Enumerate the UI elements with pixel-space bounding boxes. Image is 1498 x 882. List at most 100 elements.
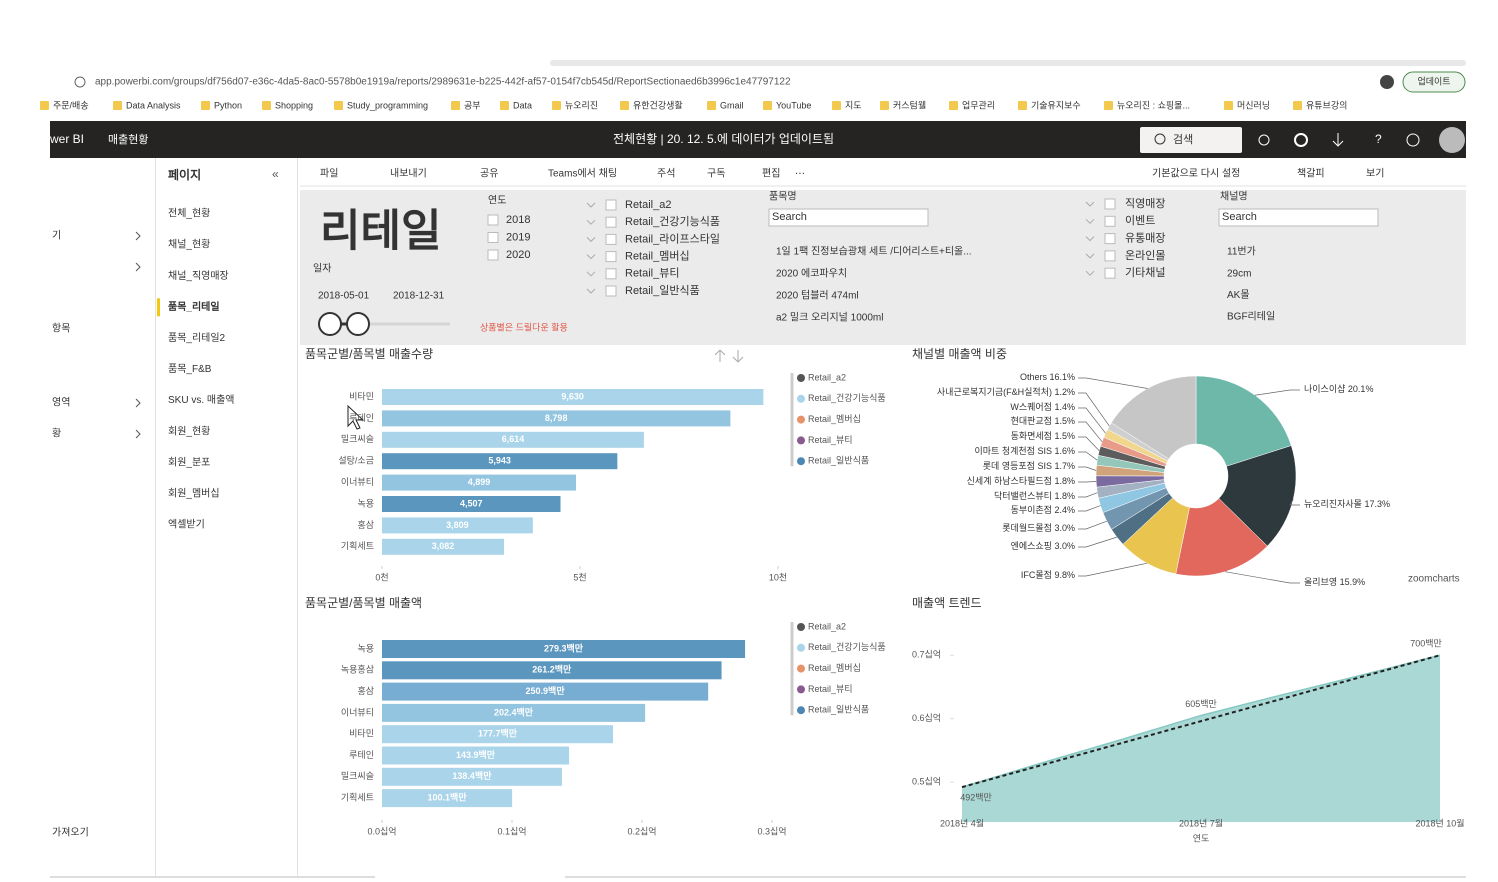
toolbar-button[interactable]: 편집 xyxy=(762,168,780,180)
notification-icon[interactable] xyxy=(1258,134,1270,146)
bookmark[interactable]: YouTube xyxy=(776,100,811,110)
value-label: 9,630 xyxy=(561,391,584,401)
visual-header-icons[interactable] xyxy=(714,349,744,363)
checkbox xyxy=(605,251,617,263)
page-item[interactable]: 엑셀받기 xyxy=(168,519,205,531)
slice-value: 1.5% xyxy=(1054,416,1075,426)
update-button[interactable] xyxy=(1402,71,1466,93)
filter-option: Retail_멤버십 xyxy=(625,250,690,263)
filter-label: 연도 xyxy=(488,195,506,207)
toolbar-button[interactable]: 공유 xyxy=(480,168,498,180)
profile-icon[interactable] xyxy=(1380,75,1394,89)
toolbar-button[interactable]: 책갈피 xyxy=(1297,167,1325,180)
search-box[interactable] xyxy=(1140,127,1242,153)
toolbar-button[interactable]: 파일 xyxy=(320,168,338,180)
toolbar-button[interactable]: 주석 xyxy=(657,168,675,180)
bookmark[interactable]: 뉴오리진 xyxy=(565,100,598,110)
help-icon[interactable]: ? xyxy=(1375,132,1382,146)
legend-label: Retail_뷰티 xyxy=(808,435,853,445)
date-to: 2018-12-31 xyxy=(393,291,445,302)
legend-label: Retail_일반식품 xyxy=(808,705,869,715)
settings-icon[interactable] xyxy=(1294,133,1308,147)
bookmark[interactable]: 유튜브강의 xyxy=(1306,100,1347,110)
toolbar-button[interactable]: Teams에서 채팅 xyxy=(548,168,617,180)
product-search-box[interactable] xyxy=(768,208,929,227)
area-line xyxy=(961,654,1441,788)
legend-swatch xyxy=(797,623,805,631)
bookmark[interactable]: 머신러닝 xyxy=(1237,100,1270,110)
page-item[interactable]: 회원_현황 xyxy=(168,425,210,437)
toolbar-button[interactable]: 내보내기 xyxy=(390,168,427,180)
page-item[interactable]: 품목_F&B xyxy=(168,363,212,375)
bookmark[interactable]: Study_programming xyxy=(347,100,428,110)
bookmark[interactable]: 공부 xyxy=(464,100,481,110)
bookmark-icon xyxy=(262,101,271,110)
bookmark-icon xyxy=(763,101,772,110)
download-icon[interactable] xyxy=(1332,133,1344,147)
label-connector xyxy=(1078,536,1117,548)
label-connector xyxy=(1289,498,1300,506)
expand-chevron xyxy=(1085,218,1095,225)
pages-title: 페이지 xyxy=(168,167,201,182)
filter-option: 유통매장 xyxy=(1125,232,1165,245)
toolbar-button[interactable]: ⋯ xyxy=(795,169,805,180)
category-label: 비타민 xyxy=(349,391,374,401)
checkbox xyxy=(1104,233,1116,245)
slice-label: 이마트 청계천점 SIS 1.6% xyxy=(975,445,1076,456)
channel-search-box[interactable] xyxy=(1218,208,1379,227)
bookmark[interactable]: 지도 xyxy=(845,100,862,110)
feedback-icon[interactable] xyxy=(1406,133,1420,147)
bookmark-icon xyxy=(334,101,343,110)
filter-option: Retail_a2 xyxy=(625,199,671,211)
date-slider-handle[interactable] xyxy=(346,312,370,336)
bar xyxy=(382,682,709,701)
avatar[interactable] xyxy=(1439,127,1465,153)
bar xyxy=(382,453,618,470)
page-item[interactable]: 채널_현황 xyxy=(168,239,210,251)
slice-name: 사내근로복지기금(F&H실적처) xyxy=(937,386,1052,397)
page-item[interactable]: 품목_리테일 xyxy=(168,300,220,313)
bookmark[interactable]: 업무관리 xyxy=(962,100,995,110)
bookmark-icon xyxy=(949,101,958,110)
label-connector xyxy=(1078,377,1148,389)
checkbox xyxy=(1104,198,1116,210)
checkbox xyxy=(1104,267,1116,279)
y-tick-label: 0.5십억 xyxy=(912,775,941,786)
page-item[interactable]: SKU vs. 매출액 xyxy=(168,394,235,406)
bookmark[interactable]: 커스텀웰 xyxy=(893,99,926,110)
bookmark[interactable]: Data Analysis xyxy=(126,100,181,110)
checkbox xyxy=(487,249,499,261)
value-label: 8,798 xyxy=(545,413,568,423)
slice-name: IFC몰점 xyxy=(1021,569,1052,580)
chart-title: 매출액 트렌드 xyxy=(912,596,982,610)
expand-chevron xyxy=(586,219,596,225)
bar xyxy=(382,661,722,680)
page-item[interactable]: 채널_직영매장 xyxy=(168,270,229,282)
toolbar-button[interactable]: 구독 xyxy=(707,168,725,180)
toolbar-button[interactable]: 기본값으로 다시 설정 xyxy=(1152,168,1240,180)
slice-value: 1.7% xyxy=(1054,461,1075,471)
bookmark[interactable]: 유한건강생활 xyxy=(633,99,683,110)
search-placeholder: 검색 xyxy=(1173,133,1193,146)
brand: wer BI xyxy=(49,132,84,146)
page-item[interactable]: 전체_현황 xyxy=(168,208,210,220)
bookmark[interactable]: Data xyxy=(513,100,532,110)
bookmark[interactable]: Shopping xyxy=(275,100,313,110)
expand-chevron xyxy=(1085,236,1095,242)
page-item[interactable]: 회원_분포 xyxy=(168,456,210,468)
page-item[interactable]: 품목_리테일2 xyxy=(168,332,226,344)
slice-label: 사내근로복지기금(F&H실적처) 1.2% xyxy=(937,386,1075,397)
filter-option: 2019 xyxy=(506,231,530,243)
page-item[interactable]: 회원_멤버십 xyxy=(168,488,220,500)
bookmark[interactable]: Gmail xyxy=(720,100,744,110)
bar xyxy=(382,767,562,786)
bookmark-icon xyxy=(1224,101,1233,110)
nav-item: 영역 xyxy=(52,397,70,409)
bookmark[interactable]: 주문/배송 xyxy=(53,100,89,110)
bookmark[interactable]: Python xyxy=(214,100,242,110)
toolbar-button[interactable]: 보기 xyxy=(1366,168,1384,180)
nav-item: 기 xyxy=(52,230,61,242)
bookmark[interactable]: 뉴오리진 : 쇼핑몰... xyxy=(1117,100,1190,110)
bookmark[interactable]: 기술유지보수 xyxy=(1031,100,1081,110)
date-slider-handle[interactable] xyxy=(318,312,342,336)
